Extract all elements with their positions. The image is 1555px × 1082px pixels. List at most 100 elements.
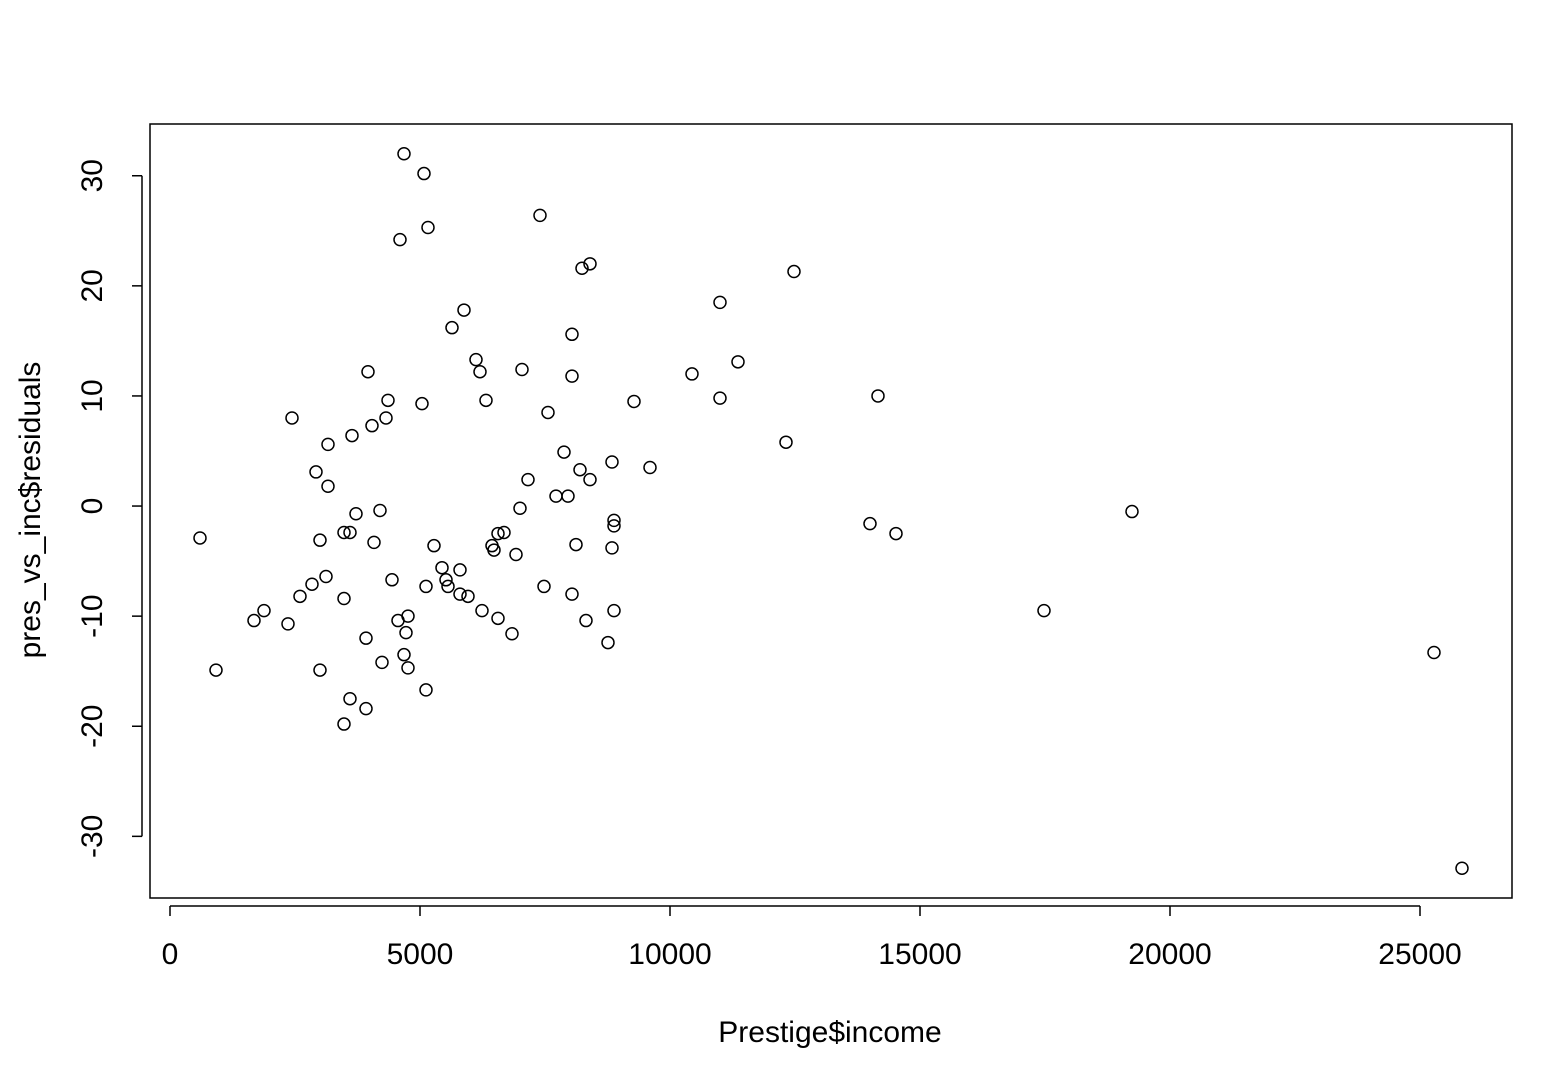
point — [285, 411, 299, 425]
point — [343, 691, 357, 706]
point — [565, 327, 579, 342]
point — [321, 437, 335, 452]
point — [583, 472, 597, 487]
point — [361, 364, 375, 379]
point — [505, 627, 519, 641]
point — [367, 535, 381, 550]
point — [509, 547, 523, 562]
point — [713, 391, 727, 405]
point — [313, 663, 327, 677]
point — [359, 631, 373, 645]
point — [419, 683, 433, 697]
point — [359, 701, 373, 716]
point — [461, 589, 475, 604]
x-axis-label: Prestige$income — [718, 1016, 941, 1049]
point — [415, 396, 429, 411]
point — [787, 264, 801, 279]
point — [533, 208, 547, 223]
point — [375, 655, 389, 670]
point — [1037, 603, 1051, 618]
point — [345, 428, 359, 443]
point — [417, 166, 431, 181]
point — [421, 220, 435, 235]
point — [469, 352, 483, 367]
point — [569, 537, 583, 552]
point — [579, 613, 593, 628]
point — [605, 455, 619, 469]
point — [513, 501, 527, 515]
point — [373, 503, 387, 518]
point — [627, 394, 641, 409]
point — [491, 611, 505, 626]
point — [365, 418, 379, 433]
point — [385, 573, 399, 587]
point — [393, 232, 407, 247]
point — [537, 579, 551, 594]
point — [565, 369, 579, 383]
point — [427, 538, 441, 553]
point — [601, 635, 615, 650]
point — [863, 516, 877, 531]
point — [445, 320, 459, 335]
x-tick-label: 25000 — [1378, 938, 1461, 971]
point — [515, 362, 529, 377]
point — [685, 367, 699, 381]
point — [397, 146, 411, 161]
point — [871, 389, 885, 403]
point — [441, 579, 455, 594]
y-tick-label: -20 — [76, 705, 109, 748]
point — [475, 603, 489, 618]
point — [337, 525, 351, 540]
point — [565, 587, 579, 601]
x-tick-label: 10000 — [628, 938, 711, 971]
x-tick-label: 5000 — [387, 938, 454, 971]
point — [1125, 504, 1139, 519]
point — [575, 261, 589, 275]
point — [497, 525, 511, 540]
point — [731, 355, 745, 369]
x-tick-label: 20000 — [1128, 938, 1211, 971]
y-tick-label: 30 — [76, 159, 109, 192]
point — [319, 569, 333, 584]
point — [889, 526, 903, 541]
point — [399, 625, 413, 640]
y-tick-label: 0 — [76, 498, 109, 515]
point — [1455, 861, 1469, 876]
y-axis-label: pres_vs_inc$residuals — [14, 362, 47, 659]
point — [401, 661, 415, 675]
point — [607, 513, 621, 528]
y-tick-label: 20 — [76, 269, 109, 302]
point — [573, 462, 587, 477]
point — [401, 609, 415, 623]
point — [281, 617, 295, 631]
point — [419, 579, 433, 594]
point — [583, 257, 597, 271]
point — [337, 591, 351, 606]
point — [313, 533, 327, 547]
point — [343, 525, 357, 540]
point — [549, 489, 563, 503]
point — [561, 489, 575, 503]
point — [193, 531, 207, 545]
point — [1427, 645, 1441, 660]
point — [381, 393, 395, 408]
point — [713, 295, 727, 310]
point — [309, 465, 323, 479]
point — [487, 543, 501, 557]
point — [305, 577, 319, 591]
point — [541, 405, 555, 420]
point — [397, 647, 411, 662]
point — [779, 435, 793, 449]
y-tick-label: 10 — [76, 379, 109, 412]
point — [379, 411, 393, 425]
point — [607, 519, 621, 533]
point — [321, 479, 335, 493]
point — [491, 526, 505, 541]
point — [247, 613, 261, 628]
point — [557, 445, 571, 459]
point — [209, 663, 223, 677]
point — [349, 507, 363, 521]
point — [457, 303, 471, 317]
point — [453, 563, 467, 577]
